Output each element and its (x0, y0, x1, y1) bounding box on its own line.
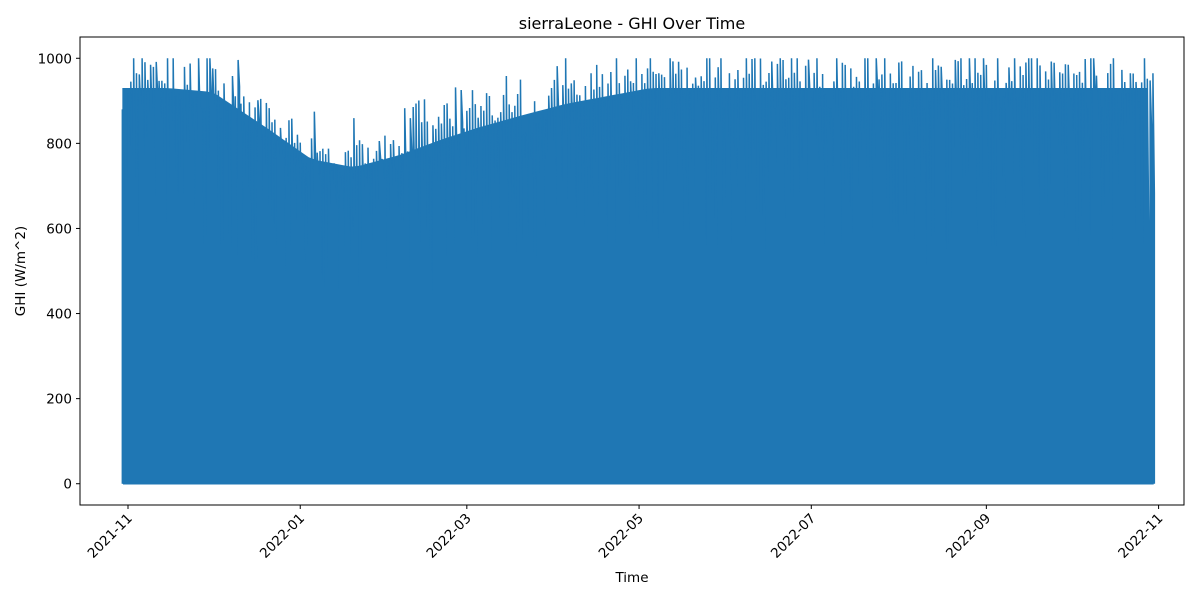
chart-title: sierraLeone - GHI Over Time (519, 14, 745, 33)
y-axis-label: GHI (W/m^2) (13, 226, 29, 316)
ghi-series-line (121, 58, 1156, 485)
x-tick-label: 2022-01 (257, 511, 308, 562)
x-tick-label: 2022-03 (423, 511, 474, 562)
y-tick-label: 1000 (38, 51, 72, 67)
y-tick-label: 800 (46, 136, 72, 152)
y-tick-label: 200 (46, 392, 72, 408)
y-tick-label: 0 (63, 477, 72, 493)
y-tick-label: 400 (46, 307, 72, 323)
x-tick-label: 2022-05 (596, 511, 647, 562)
x-axis: 2021-11 2022-01 2022-03 2022-05 2022-07 2022-… (85, 505, 1166, 562)
series-layer (121, 58, 1156, 485)
x-tick-label: 2022-09 (943, 511, 994, 562)
x-tick-label: 2022-07 (768, 511, 819, 562)
x-tick-label: 2022-11 (1115, 511, 1166, 562)
plot-frame (79, 36, 1185, 506)
y-axis: 0 200 400 600 800 1000 (38, 51, 80, 493)
x-tick-label: 2021-11 (85, 511, 136, 562)
x-axis-label: Time (614, 570, 648, 586)
y-tick-label: 600 (46, 221, 72, 237)
